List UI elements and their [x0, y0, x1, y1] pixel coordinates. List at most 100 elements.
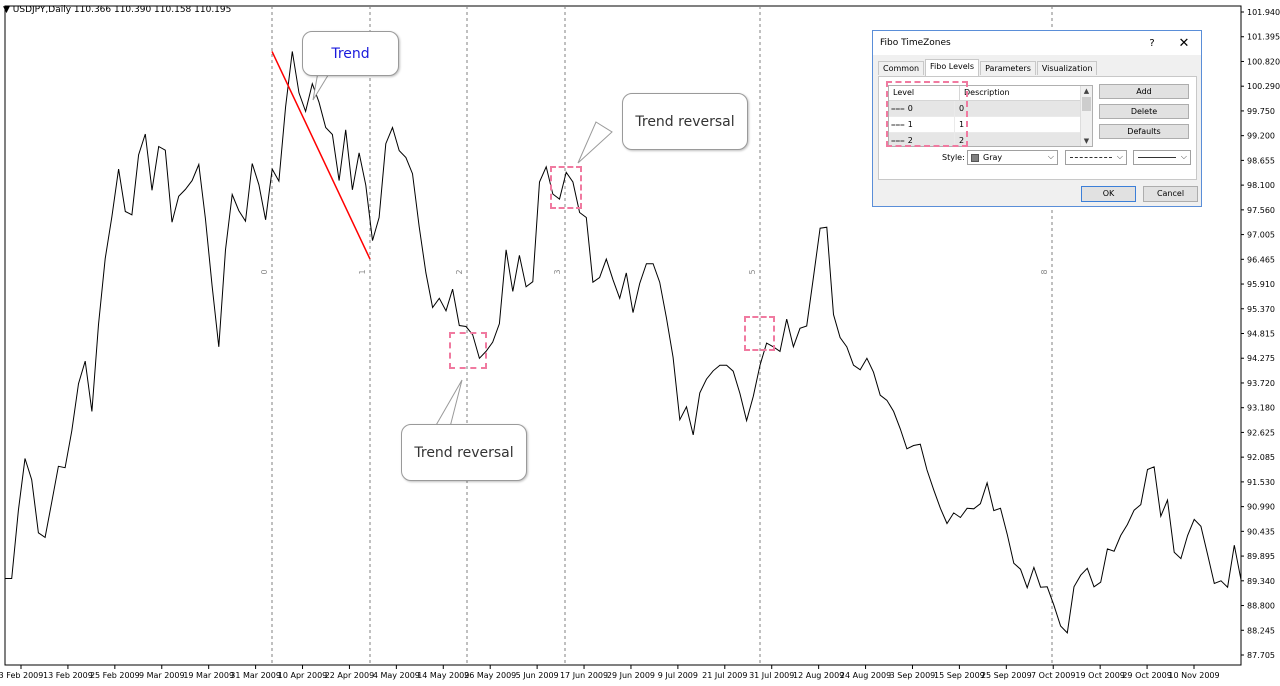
price-tick-label: 92.085 — [1247, 453, 1275, 462]
level-column-highlight — [886, 81, 968, 147]
price-tick-label: 92.625 — [1247, 428, 1275, 437]
symbol-info-bar: ▼ USDJPY,Daily 110.366 110.390 110.158 1… — [3, 5, 231, 15]
trend-reversal-callout-bottom-text: Trend reversal — [414, 444, 514, 461]
scroll-down-icon[interactable]: ▼ — [1083, 137, 1090, 145]
price-tick-label: 100.290 — [1247, 82, 1280, 91]
date-tick-label: 29 Oct 2009 — [1122, 671, 1171, 680]
date-tick-label: 9 Mar 2009 — [139, 671, 185, 680]
price-tick-label: 97.560 — [1247, 206, 1275, 215]
reversal-marker-high — [550, 166, 582, 209]
close-icon[interactable]: ✕ — [1178, 35, 1190, 51]
line-style-select[interactable]: ⌵ — [1065, 150, 1127, 165]
price-tick-label: 87.705 — [1247, 651, 1275, 660]
price-tick-label: 99.750 — [1247, 107, 1275, 116]
table-row[interactable]: ⩶ 1 1 — [889, 117, 1092, 133]
price-tick-label: 99.200 — [1247, 132, 1275, 141]
reversal-marker-mid — [744, 316, 775, 351]
cancel-button[interactable]: Cancel — [1143, 186, 1198, 202]
table-row[interactable]: ⩶ 0 0 — [889, 101, 1092, 117]
solid-line-icon — [1138, 157, 1176, 158]
add-button[interactable]: Add — [1099, 84, 1189, 99]
level-value[interactable]: 0 — [907, 104, 913, 113]
symbol-dropdown-icon[interactable]: ▼ — [3, 5, 10, 15]
level-column-header: Level — [889, 86, 960, 100]
reversal-marker-low — [449, 332, 487, 369]
description-column-header: Description — [964, 88, 1010, 97]
color-select[interactable]: Gray ⌵ — [967, 150, 1058, 165]
date-tick-label: 29 Jun 2009 — [607, 671, 655, 680]
level-value[interactable]: 2 — [907, 136, 913, 145]
dashed-line-icon — [1070, 157, 1112, 158]
delete-button[interactable]: Delete — [1099, 104, 1189, 119]
price-tick-label: 91.530 — [1247, 478, 1275, 487]
description-value[interactable]: 0 — [959, 104, 965, 113]
description-value[interactable]: 2 — [959, 136, 965, 145]
date-tick-label: 17 Jun 2009 — [560, 671, 608, 680]
defaults-button[interactable]: Defaults — [1099, 124, 1189, 139]
row-grip-icon: ⩶ — [891, 136, 905, 145]
level-value[interactable]: 1 — [907, 120, 913, 129]
symbol-info-text: USDJPY,Daily 110.366 110.390 110.158 110… — [12, 5, 232, 15]
date-tick-label: 5 Jun 2009 — [516, 671, 559, 680]
dialog-tabs: Common Fibo Levels Parameters Visualizat… — [878, 59, 1098, 76]
date-tick-label: 26 May 2009 — [464, 671, 516, 680]
date-tick-label: 7 Oct 2009 — [1031, 671, 1075, 680]
scroll-up-icon[interactable]: ▲ — [1083, 87, 1090, 95]
date-tick-label: 10 Apr 2009 — [278, 671, 327, 680]
date-tick-label: 25 Feb 2009 — [90, 671, 140, 680]
tab-common[interactable]: Common — [878, 61, 925, 75]
tab-fibo-levels[interactable]: Fibo Levels — [925, 59, 980, 76]
date-tick-label: 15 Sep 2009 — [934, 671, 985, 680]
fibo-levels-panel: Level Description ⩶ 0 0 ⩶ 1 1 ⩶ 2 2 ▲ ▼ — [878, 76, 1197, 180]
trend-reversal-callout-top-text: Trend reversal — [635, 113, 735, 130]
levels-table[interactable]: Level Description ⩶ 0 0 ⩶ 1 1 ⩶ 2 2 ▲ ▼ — [888, 85, 1093, 147]
price-tick-label: 89.340 — [1247, 577, 1275, 586]
date-tick-label: 13 Feb 2009 — [43, 671, 93, 680]
date-tick-label: 10 Nov 2009 — [1168, 671, 1219, 680]
color-select-value: Gray — [983, 153, 1003, 162]
dialog-title: Fibo TimeZones — [880, 38, 951, 48]
description-value[interactable]: 1 — [959, 120, 965, 129]
help-button[interactable]: ? — [1149, 37, 1155, 49]
date-tick-label: 21 Jul 2009 — [702, 671, 747, 680]
table-row[interactable]: ⩶ 2 2 — [889, 133, 1092, 146]
price-tick-label: 89.895 — [1247, 552, 1275, 561]
fibo-timezone-label: 5 — [748, 269, 757, 274]
date-tick-label: 19 Oct 2009 — [1075, 671, 1124, 680]
trend-callout: Trend — [302, 31, 399, 76]
gray-swatch — [971, 154, 979, 162]
fibo-timezone-label: 3 — [553, 269, 562, 274]
date-tick-label: 3 Sep 2009 — [890, 671, 936, 680]
price-tick-label: 95.910 — [1247, 280, 1275, 289]
fibo-timezone-label: 2 — [455, 269, 464, 274]
price-tick-label: 98.100 — [1247, 181, 1275, 190]
date-tick-label: 9 Jul 2009 — [658, 671, 698, 680]
price-tick-label: 88.800 — [1247, 602, 1275, 611]
price-tick-label: 94.275 — [1247, 354, 1275, 363]
date-tick-label: 31 Mar 2009 — [230, 671, 281, 680]
chevron-down-icon: ⌵ — [1180, 152, 1187, 161]
trend-callout-text: Trend — [331, 45, 370, 62]
price-line — [5, 51, 1242, 634]
price-tick-label: 94.815 — [1247, 330, 1275, 339]
tab-visualization[interactable]: Visualization — [1036, 61, 1098, 75]
fibo-timezone-label: 0 — [260, 269, 269, 274]
scroll-thumb[interactable] — [1082, 97, 1091, 111]
dialog-title-bar[interactable]: Fibo TimeZones ? ✕ — [873, 31, 1201, 55]
trend-line — [271, 51, 371, 260]
price-tick-label: 90.990 — [1247, 503, 1275, 512]
line-width-select[interactable]: ⌵ — [1133, 150, 1191, 165]
price-tick-label: 93.180 — [1247, 404, 1275, 413]
date-tick-label: 25 Sep 2009 — [981, 671, 1032, 680]
chevron-down-icon: ⌵ — [1047, 152, 1054, 161]
plot-frame — [4, 5, 1242, 666]
tab-parameters[interactable]: Parameters — [980, 61, 1036, 75]
price-tick-label: 100.820 — [1247, 57, 1280, 66]
ok-button[interactable]: OK — [1081, 186, 1136, 202]
date-tick-label: 12 Aug 2009 — [793, 671, 844, 680]
levels-scrollbar[interactable]: ▲ ▼ — [1080, 86, 1092, 146]
date-tick-label: 19 Mar 2009 — [183, 671, 234, 680]
style-label: Style: — [942, 153, 965, 162]
date-tick-label: 31 Jul 2009 — [749, 671, 794, 680]
